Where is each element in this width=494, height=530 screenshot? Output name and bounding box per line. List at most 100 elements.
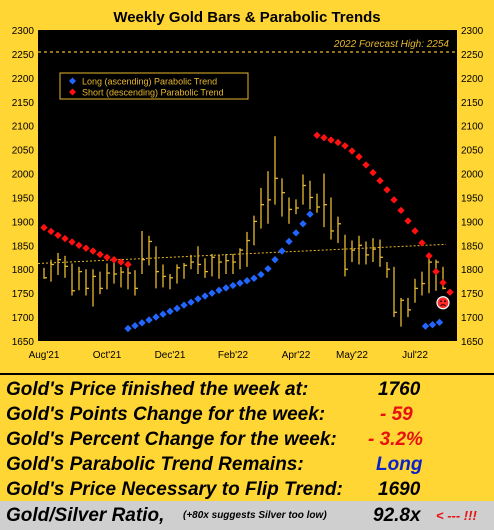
short-trend-dot: [103, 253, 111, 261]
flip-marker-eye: [444, 300, 446, 303]
long-trend-dot: [250, 274, 258, 282]
flip-marker: [436, 296, 450, 310]
legend-label: Short (descending) Parabolic Trend: [82, 88, 224, 98]
short-trend-dot: [82, 244, 90, 252]
long-trend-dot: [222, 284, 230, 292]
y-tick-label-left: 1900: [12, 217, 35, 228]
chart-canvas: Weekly Gold Bars & Parabolic Trends 1650 1…: [11, 9, 484, 361]
ratio-arrow: < --- !!!: [436, 508, 477, 523]
long-trend-dot: [145, 316, 153, 324]
short-trend-dot: [334, 138, 342, 147]
percent-value: - 3.2%: [368, 429, 423, 450]
short-trend-dot: [432, 267, 440, 276]
long-trend-dot: [229, 281, 237, 290]
x-tick-label: Dec'21: [155, 350, 186, 361]
linear-trendline: [37, 243, 447, 264]
x-tick-label: Apr'22: [282, 350, 311, 361]
percent-label: Gold's Percent Change for the week:: [6, 429, 337, 450]
short-trend-dot: [68, 238, 76, 246]
long-trend-dot: [187, 298, 195, 306]
legend-label: Long (ascending) Parabolic Trend: [82, 77, 217, 87]
flip-marker-eye: [440, 300, 442, 303]
long-trend-dot: [124, 324, 132, 333]
y-tick-label-right: 2050: [461, 146, 484, 157]
forecast-label: 2022 Forecast High: 2254: [333, 39, 450, 50]
ratio-note: (+80x suggests Silver too low): [183, 510, 327, 521]
long-trend-dot: [173, 304, 181, 313]
flip-label: Gold's Price Necessary to Flip Trend:: [6, 479, 343, 500]
short-trend-dot: [54, 231, 62, 239]
long-trend-dot: [292, 229, 300, 237]
gold-chart: Weekly Gold Bars & Parabolic Trends 1650 1…: [11, 9, 484, 361]
ratio-label: Gold/Silver Ratio,: [6, 505, 165, 526]
y-tick-label-right: 1750: [461, 289, 484, 300]
short-trend-dot: [404, 217, 412, 225]
y-tick-label-right: 1900: [461, 217, 484, 228]
long-trend-dot: [208, 289, 216, 297]
x-tick-label: Oct'21: [93, 350, 122, 361]
legend-box: [59, 72, 249, 100]
y-tick-label-right: 2300: [461, 26, 484, 37]
long-trend-dot: [180, 301, 188, 309]
short-trend-dot: [110, 255, 118, 264]
short-trend-dot: [75, 241, 83, 249]
short-trend-dot: [96, 250, 104, 259]
y-tick-label-left: 1650: [12, 337, 35, 348]
y-tick-label-right: 1950: [461, 193, 484, 204]
y-tick-label-left: 2250: [12, 50, 35, 61]
y-tick-label-left: 2050: [12, 146, 35, 157]
chart-title: Weekly Gold Bars & Parabolic Trends: [113, 9, 380, 26]
legend-marker: [68, 88, 77, 96]
price-label: Gold's Price finished the week at:: [6, 379, 309, 400]
percent-row: Gold's Percent Change for the week: - 3.…: [0, 427, 494, 453]
y-tick-label-right: 1700: [461, 313, 484, 324]
trend-row: Gold's Parabolic Trend Remains: Long: [0, 452, 494, 478]
short-trend-dot: [418, 239, 426, 247]
y-tick-label-right: 1650: [461, 337, 484, 348]
long-trend-dot: [257, 270, 265, 279]
long-trend-dot: [271, 255, 279, 264]
long-trend-dot: [428, 321, 437, 329]
flip-value: 1690: [378, 479, 421, 500]
flip-marker-mouth: [440, 304, 446, 307]
x-tick-label: Jul'22: [402, 350, 428, 361]
y-tick-label-right: 1800: [461, 265, 484, 276]
y-tick-label-left: 2200: [12, 74, 35, 85]
short-trend-dot: [89, 247, 97, 255]
short-trend-dot: [327, 136, 335, 144]
long-trend-dot: [215, 286, 223, 294]
x-tick-label: May'22: [336, 350, 368, 361]
y-tick-label-right: 2150: [461, 98, 484, 109]
short-trend-dot: [446, 288, 454, 296]
y-tick-label-left: 1950: [12, 193, 35, 204]
short-trend-dot: [439, 278, 447, 287]
short-trend-dot: [383, 186, 391, 194]
points-value: - 59: [380, 404, 413, 425]
long-trend-dot: [194, 295, 202, 303]
y-tick-label-left: 2000: [12, 170, 35, 181]
long-trend-dot: [201, 292, 209, 300]
ratio-value: 92.8x: [373, 505, 421, 526]
y-tick-label-left: 2150: [12, 98, 35, 109]
y-tick-label-right: 2250: [461, 50, 484, 61]
x-tick-label: Aug'21: [29, 350, 60, 361]
long-trend-dot: [152, 313, 160, 321]
y-tick-label-left: 1850: [12, 241, 35, 252]
y-tick-label-left: 2300: [12, 26, 35, 37]
trend-label: Gold's Parabolic Trend Remains:: [6, 454, 304, 475]
y-tick-label-right: 2200: [461, 74, 484, 85]
y-tick-label-right: 2000: [461, 170, 484, 181]
y-tick-label-right: 1850: [461, 241, 484, 252]
long-trend-dot: [435, 318, 444, 327]
short-trend-dot: [425, 252, 433, 260]
price-row: Gold's Price finished the week at: 1760: [0, 377, 494, 403]
short-trend-dot: [397, 206, 405, 215]
y-tick-label-right: 2100: [461, 122, 484, 133]
long-trend-dot: [264, 265, 272, 273]
long-trend-dot: [131, 322, 139, 330]
short-trend-dot: [390, 196, 398, 204]
points-label: Gold's Points Change for the week:: [6, 404, 326, 425]
y-tick-label-left: 1800: [12, 265, 35, 276]
long-trend-dot: [166, 307, 174, 316]
trend-value: Long: [376, 454, 423, 475]
